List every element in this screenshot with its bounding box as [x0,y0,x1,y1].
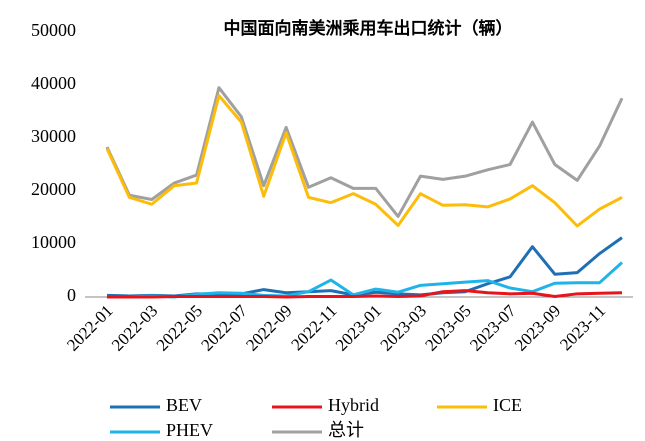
x-tick-label: 2022-01 [63,301,117,355]
y-tick-label: 0 [67,285,76,305]
series-line [105,94,623,228]
legend-label: PHEV [166,420,213,440]
x-tick-label: 2022-05 [153,301,207,355]
series-line [105,86,624,218]
y-tick-label: 10000 [31,232,76,252]
y-tick-label: 30000 [31,126,76,146]
y-tick-label: 20000 [31,179,76,199]
y-tick-label: 50000 [31,20,76,40]
chart-title: 中国面向南美洲乘用车出口统计（辆） [224,18,513,38]
x-tick-label: 2023-07 [466,301,520,355]
x-tick-label: 2023-01 [332,301,386,355]
series-line [107,261,624,299]
legend-label: 总计 [328,420,364,440]
y-tick-label: 40000 [31,73,76,93]
x-tick-label: 2023-03 [377,301,431,355]
legend-label: Hybrid [328,395,379,415]
legend-label: ICE [493,395,522,415]
series-line [107,289,623,299]
x-tick-label: 2023-11 [556,301,609,354]
x-tick-label: 2022-03 [108,301,162,355]
x-tick-label: 2022-07 [197,301,251,355]
legend-label: BEV [166,395,202,415]
x-tick-label: 2023-05 [421,301,475,355]
x-tick-label: 2023-09 [511,301,565,355]
x-tick-label: 2022-11 [287,301,340,354]
x-tick-label: 2022-09 [242,301,296,355]
